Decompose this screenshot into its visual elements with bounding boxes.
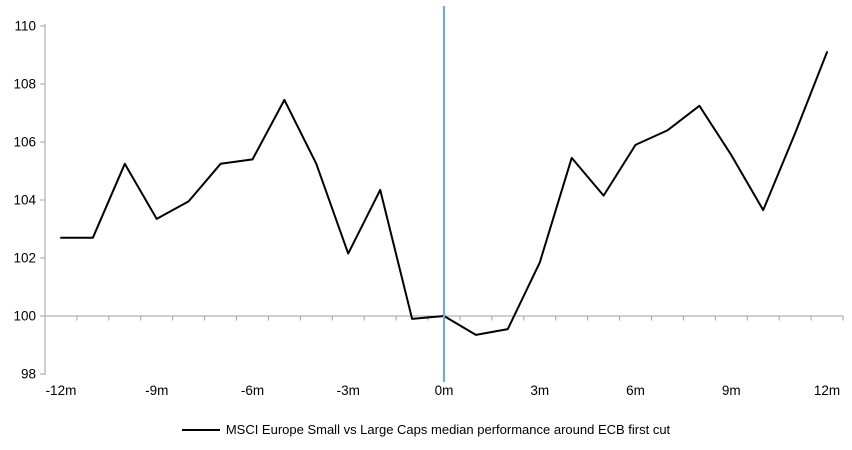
y-axis-label: 102 bbox=[13, 251, 36, 266]
x-axis-label: -9m bbox=[145, 383, 168, 398]
legend: MSCI Europe Small vs Large Caps median p… bbox=[0, 422, 852, 437]
x-axis-label: 6m bbox=[626, 383, 645, 398]
y-axis-label: 104 bbox=[13, 193, 36, 208]
x-axis-label: 0m bbox=[435, 383, 454, 398]
y-axis-label: 100 bbox=[13, 309, 36, 324]
y-axis-label: 108 bbox=[13, 77, 36, 92]
x-axis-label: -3m bbox=[337, 383, 360, 398]
y-axis-label: 110 bbox=[14, 19, 36, 34]
x-axis-label: -12m bbox=[46, 383, 77, 398]
legend-line-marker bbox=[181, 428, 220, 431]
legend-label: MSCI Europe Small vs Large Caps median p… bbox=[225, 422, 671, 437]
x-axis-label: 3m bbox=[530, 383, 549, 398]
y-axis-label: 98 bbox=[21, 367, 36, 382]
x-axis-label: -6m bbox=[241, 383, 264, 398]
y-axis-label: 106 bbox=[13, 135, 36, 150]
x-axis-label: 12m bbox=[814, 383, 840, 398]
x-axis-label: 9m bbox=[722, 383, 741, 398]
